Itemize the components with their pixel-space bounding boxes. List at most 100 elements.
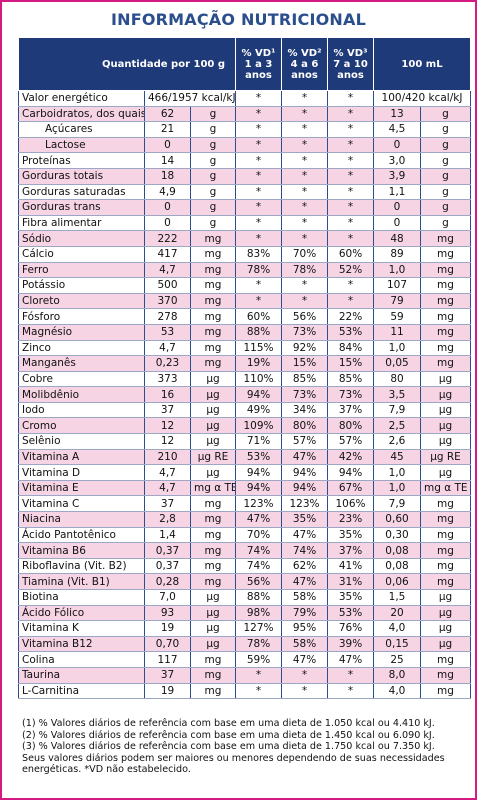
- cell: 89: [373, 246, 421, 263]
- cell: 34%: [281, 402, 328, 419]
- cell: 48: [373, 230, 421, 247]
- cell: mg: [190, 573, 236, 590]
- cell: mg: [420, 511, 471, 528]
- cell: 16: [144, 386, 191, 403]
- cell: 94%: [235, 480, 282, 497]
- cell: 60%: [235, 308, 282, 325]
- cell: *: [327, 137, 374, 154]
- cell: 70%: [281, 246, 328, 263]
- table-row: Ácido Pantotênico 1,4 mg 70% 47% 35% 0,30 mg: [18, 527, 471, 544]
- table-row: Açúcares 21 g * * * 4,5 g: [18, 121, 471, 138]
- cell: *: [235, 667, 282, 684]
- cell: 92%: [281, 340, 328, 357]
- cell: 19: [144, 683, 191, 700]
- table-row: Proteínas 14 g * * * 3,0 g: [18, 152, 471, 169]
- cell: 3,0: [373, 152, 421, 169]
- cell: g: [420, 215, 471, 232]
- cell: *: [235, 683, 282, 700]
- cell: mg: [420, 262, 471, 279]
- table-row: Molibdênio 16 µg 94% 73% 73% 3,5 µg: [18, 386, 471, 403]
- cell: 78%: [235, 636, 282, 653]
- cell: 1,0: [373, 262, 421, 279]
- table-row: Zinco 4,7 mg 115% 92% 84% 1,0 mg: [18, 340, 471, 357]
- table-row: Gorduras totais 18 g * * * 3,9 g: [18, 168, 471, 185]
- cell: µg: [190, 605, 236, 622]
- cell: 4,7: [144, 262, 191, 279]
- nutrient-name: Gorduras totais: [18, 168, 145, 185]
- cell: *: [281, 106, 328, 123]
- cell: 95%: [281, 620, 328, 637]
- cell: 47%: [235, 511, 282, 528]
- cell: 0: [144, 137, 191, 154]
- cell: 109%: [235, 417, 282, 435]
- cell: mg: [420, 651, 471, 668]
- cell: µg: [190, 464, 236, 481]
- cell: g: [190, 199, 236, 216]
- cell: 58%: [281, 636, 328, 653]
- nutrient-name: Vitamina B12: [18, 636, 145, 653]
- nutrient-name: Vitamina D: [18, 464, 145, 481]
- cell: mg: [420, 324, 471, 341]
- cell: g: [190, 137, 236, 154]
- cell: mg: [190, 651, 236, 668]
- cell: 42%: [327, 449, 374, 466]
- nutrient-name: Cobre: [18, 371, 145, 388]
- table-row: Lactose 0 g * * * 0 g: [18, 137, 471, 154]
- cell: 79: [373, 293, 421, 310]
- footnote: (1) % Valores diários de referência com …: [22, 718, 435, 729]
- cell: 20: [373, 605, 421, 622]
- table-row: Manganês 0,23 mg 19% 15% 15% 0,05 mg: [18, 355, 471, 372]
- cell: *: [281, 199, 328, 216]
- cell: 0,23: [144, 355, 191, 372]
- table-row: Ácido Fólico 93 µg 98% 79% 53% 20 µg: [18, 605, 471, 622]
- cell: 0,08: [373, 558, 421, 575]
- cell: 0,60: [373, 511, 421, 528]
- cell: 56%: [281, 308, 328, 325]
- cell: *: [327, 667, 374, 684]
- cell: 4,7: [144, 340, 191, 357]
- cell: 0,30: [373, 527, 421, 544]
- table-row: Taurina 37 mg * * * 8,0 mg: [18, 667, 471, 684]
- cell: mg: [190, 683, 236, 700]
- table-row: Carboidratos, dos quais: 62 g * * * 13 g: [18, 106, 471, 123]
- cell: *: [235, 184, 282, 201]
- nutrient-name: Vitamina B6: [18, 542, 145, 559]
- cell: 123%: [281, 495, 328, 513]
- cell: 14: [144, 152, 191, 169]
- cell: mg α TE: [190, 480, 236, 497]
- cell: 373: [144, 371, 191, 388]
- cell: 100/420 kcal/kJ: [373, 90, 471, 107]
- table-row: Vitamina C 37 mg 123% 123% 106% 7,9 mg: [18, 495, 471, 513]
- cell: 94%: [327, 464, 374, 481]
- cell: 15%: [281, 355, 328, 372]
- cell: µg: [420, 433, 471, 450]
- cell: g: [420, 121, 471, 138]
- nutrient-name: Iodo: [18, 402, 145, 419]
- cell: 210: [144, 449, 191, 466]
- cell: 58%: [281, 589, 328, 606]
- cell: 370: [144, 293, 191, 310]
- nutrient-name: Cloreto: [18, 293, 145, 310]
- cell: mg: [190, 527, 236, 544]
- cell: 37: [144, 495, 191, 513]
- cell: 80%: [327, 417, 374, 435]
- cell: mg: [190, 558, 236, 575]
- nutrient-name: Vitamina C: [18, 495, 145, 513]
- cell: g: [190, 184, 236, 201]
- cell: 47%: [281, 573, 328, 590]
- cell: *: [235, 106, 282, 123]
- cell: *: [281, 152, 328, 169]
- cell: 93: [144, 605, 191, 622]
- cell: 0: [144, 215, 191, 232]
- cell: µg: [190, 620, 236, 637]
- cell: *: [235, 277, 282, 294]
- cell: µg: [420, 636, 471, 653]
- cell: *: [281, 667, 328, 684]
- cell: mg: [420, 293, 471, 310]
- cell: 7,9: [373, 495, 421, 513]
- cell: 83%: [235, 246, 282, 263]
- nutrient-name: Ácido Pantotênico: [18, 527, 145, 544]
- cell: 0: [373, 215, 421, 232]
- cell: *: [327, 168, 374, 185]
- cell: 18: [144, 168, 191, 185]
